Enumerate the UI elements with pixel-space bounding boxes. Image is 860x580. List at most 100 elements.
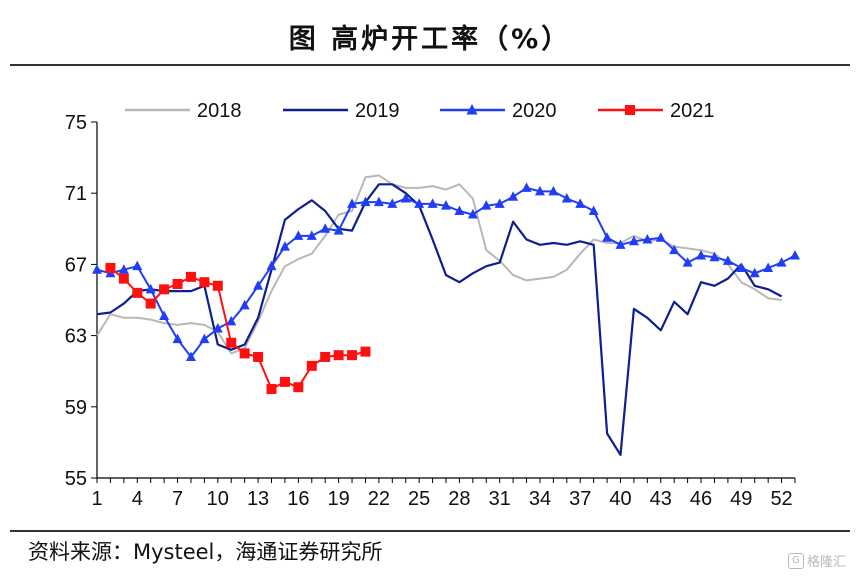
title-divider [10,64,850,66]
x-tick-label: 1 [91,488,102,510]
data-point [575,198,586,208]
data-point [481,200,492,210]
data-point [226,337,237,348]
data-point [172,333,183,344]
data-point [347,350,358,361]
data-point [373,196,384,207]
source-divider [10,530,850,532]
data-point [347,198,358,208]
data-point [118,273,129,284]
x-tick-label: 43 [650,488,672,510]
data-point [185,271,196,282]
data-point [588,205,599,215]
data-point [655,232,666,242]
y-tick-label: 55 [65,468,87,490]
legend-item-2020: 2020 [440,100,557,122]
data-point [279,241,290,251]
data-point [602,232,613,242]
legend-label: 2019 [355,100,400,122]
data-point [145,283,156,294]
data-point [642,233,653,244]
legend-marker [625,105,635,115]
chart-legend: 2018 2019 2020 2021 [125,100,715,122]
data-point [534,185,545,196]
data-point [118,264,129,274]
line-chart: 2018 2019 2020 2021 55 59 63 67 71 75 1 4 7 10 13 16 19… [65,100,800,510]
x-tick-label: 46 [690,488,712,510]
chart-axes: 55 59 63 67 71 75 1 4 7 10 13 16 19 22 25 28 31 34 37 40 43 4… [65,112,796,510]
x-tick-label: 49 [730,488,752,510]
x-tick-label: 25 [408,488,430,510]
chart-title-bar: 图 高炉开工率（%） [10,10,850,62]
x-tick-label: 13 [247,488,269,510]
data-point [709,251,720,262]
data-point [790,250,800,260]
chart-series [92,174,800,456]
data-point [494,198,505,208]
y-tick-label: 59 [65,397,87,419]
y-tick-label: 67 [65,254,87,276]
data-point [159,310,170,321]
data-point [722,255,733,265]
x-tick-label: 40 [609,488,631,510]
data-point [266,384,277,394]
legend-label: 2018 [197,100,242,122]
data-point [427,198,438,208]
series-2021 [105,262,371,394]
data-point [763,262,774,272]
y-tick-label: 63 [65,326,87,348]
data-point [682,257,693,267]
watermark-text: 格隆汇 [806,555,846,570]
x-tick-label: 16 [287,488,309,510]
x-tick-label: 28 [448,488,470,510]
data-point [132,260,143,271]
source-note: 资料来源：Mysteel，海通证券研究所 [28,540,383,564]
data-point [145,298,156,309]
x-tick-label: 10 [207,488,229,510]
x-tick-label: 7 [172,488,183,510]
chart-title: 图 高炉开工率（%） [288,23,572,55]
x-tick-label: 52 [770,488,792,510]
x-tick-label: 22 [368,488,390,510]
data-point [561,193,572,203]
legend-label: 2020 [512,100,557,122]
data-point [441,200,451,210]
data-point [508,191,519,201]
data-point [669,244,680,255]
data-point [320,351,331,362]
data-point [776,257,787,267]
data-point [226,315,237,326]
x-tick-label: 31 [489,488,511,510]
series-line-2018 [96,174,782,355]
data-point [279,376,290,387]
y-tick-label: 75 [65,112,87,134]
watermark: G 格隆汇 [787,551,846,570]
data-point [400,193,411,203]
data-point [293,382,304,393]
data-point [306,230,317,240]
data-point [454,205,465,215]
x-tick-label: 37 [569,488,591,510]
data-point [212,280,223,291]
data-point [360,346,371,357]
data-point [548,185,559,196]
watermark-logo-icon: G [787,552,804,569]
legend-item-2019: 2019 [283,100,400,122]
data-point [387,198,398,208]
data-point [199,277,210,288]
data-point [105,262,116,273]
x-tick-label: 19 [327,488,349,510]
data-point [239,299,250,310]
data-point [293,230,304,240]
data-point [159,284,170,295]
series-line-2019 [96,183,783,456]
data-point [736,262,747,272]
data-point [266,260,277,271]
data-point [132,287,143,298]
data-point [306,360,317,371]
data-point [333,225,344,235]
data-point [253,351,264,362]
legend-item-2021: 2021 [598,100,715,122]
y-tick-label: 71 [65,183,87,205]
data-point [212,322,223,333]
